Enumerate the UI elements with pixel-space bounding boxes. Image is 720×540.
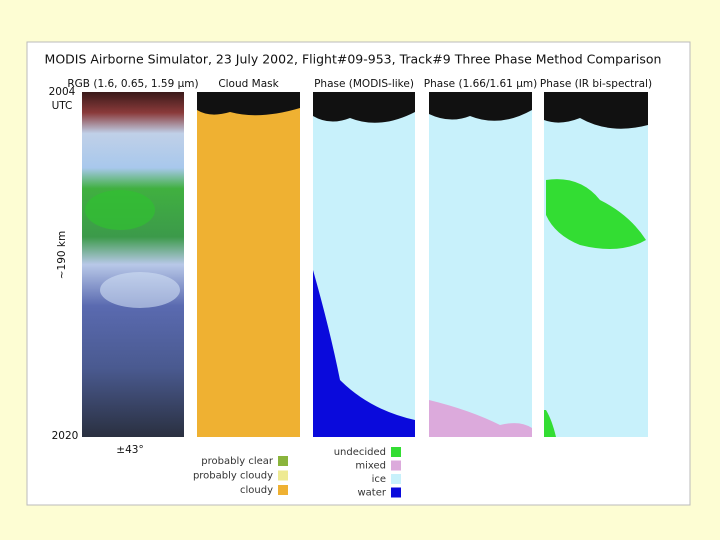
legend-label: undecided (334, 447, 386, 458)
cloud-mask-panel (197, 92, 300, 437)
panel-title: Phase (1.66/1.61 µm) (424, 78, 537, 90)
legend-label: probably clear (201, 456, 274, 467)
scan-angle: ±43° (116, 444, 143, 456)
panel-title: RGB (1.6, 0.65, 1.59 µm) (67, 78, 198, 90)
figure-title: MODIS Airborne Simulator, 23 July 2002, … (45, 52, 662, 67)
legend-label: mixed (355, 461, 386, 472)
legend-swatch (278, 485, 288, 495)
rgb-panel (82, 92, 184, 437)
legend-label: cloudy (240, 485, 273, 496)
phase-ir-panel (544, 92, 648, 437)
end-time: 2020 (52, 430, 79, 442)
legend-label: water (358, 488, 387, 499)
legend-label: probably cloudy (193, 471, 273, 482)
phase-166-panel (429, 92, 532, 437)
legend-swatch (391, 447, 401, 457)
panel-title: Phase (IR bi-spectral) (540, 78, 652, 90)
legend-label: ice (372, 474, 386, 485)
legend-swatch (391, 487, 401, 498)
legend-swatch (278, 470, 288, 481)
legend-swatch (278, 456, 288, 466)
legend-swatch (391, 474, 401, 484)
start-time: 2004 (49, 86, 76, 98)
legend-swatch (391, 460, 401, 471)
time-unit: UTC (52, 100, 73, 112)
distance: ~190 km (56, 231, 68, 280)
panel-title: Phase (MODIS-like) (314, 78, 414, 90)
phase-modis-panel (313, 92, 415, 437)
panel-title: Cloud Mask (218, 78, 279, 90)
